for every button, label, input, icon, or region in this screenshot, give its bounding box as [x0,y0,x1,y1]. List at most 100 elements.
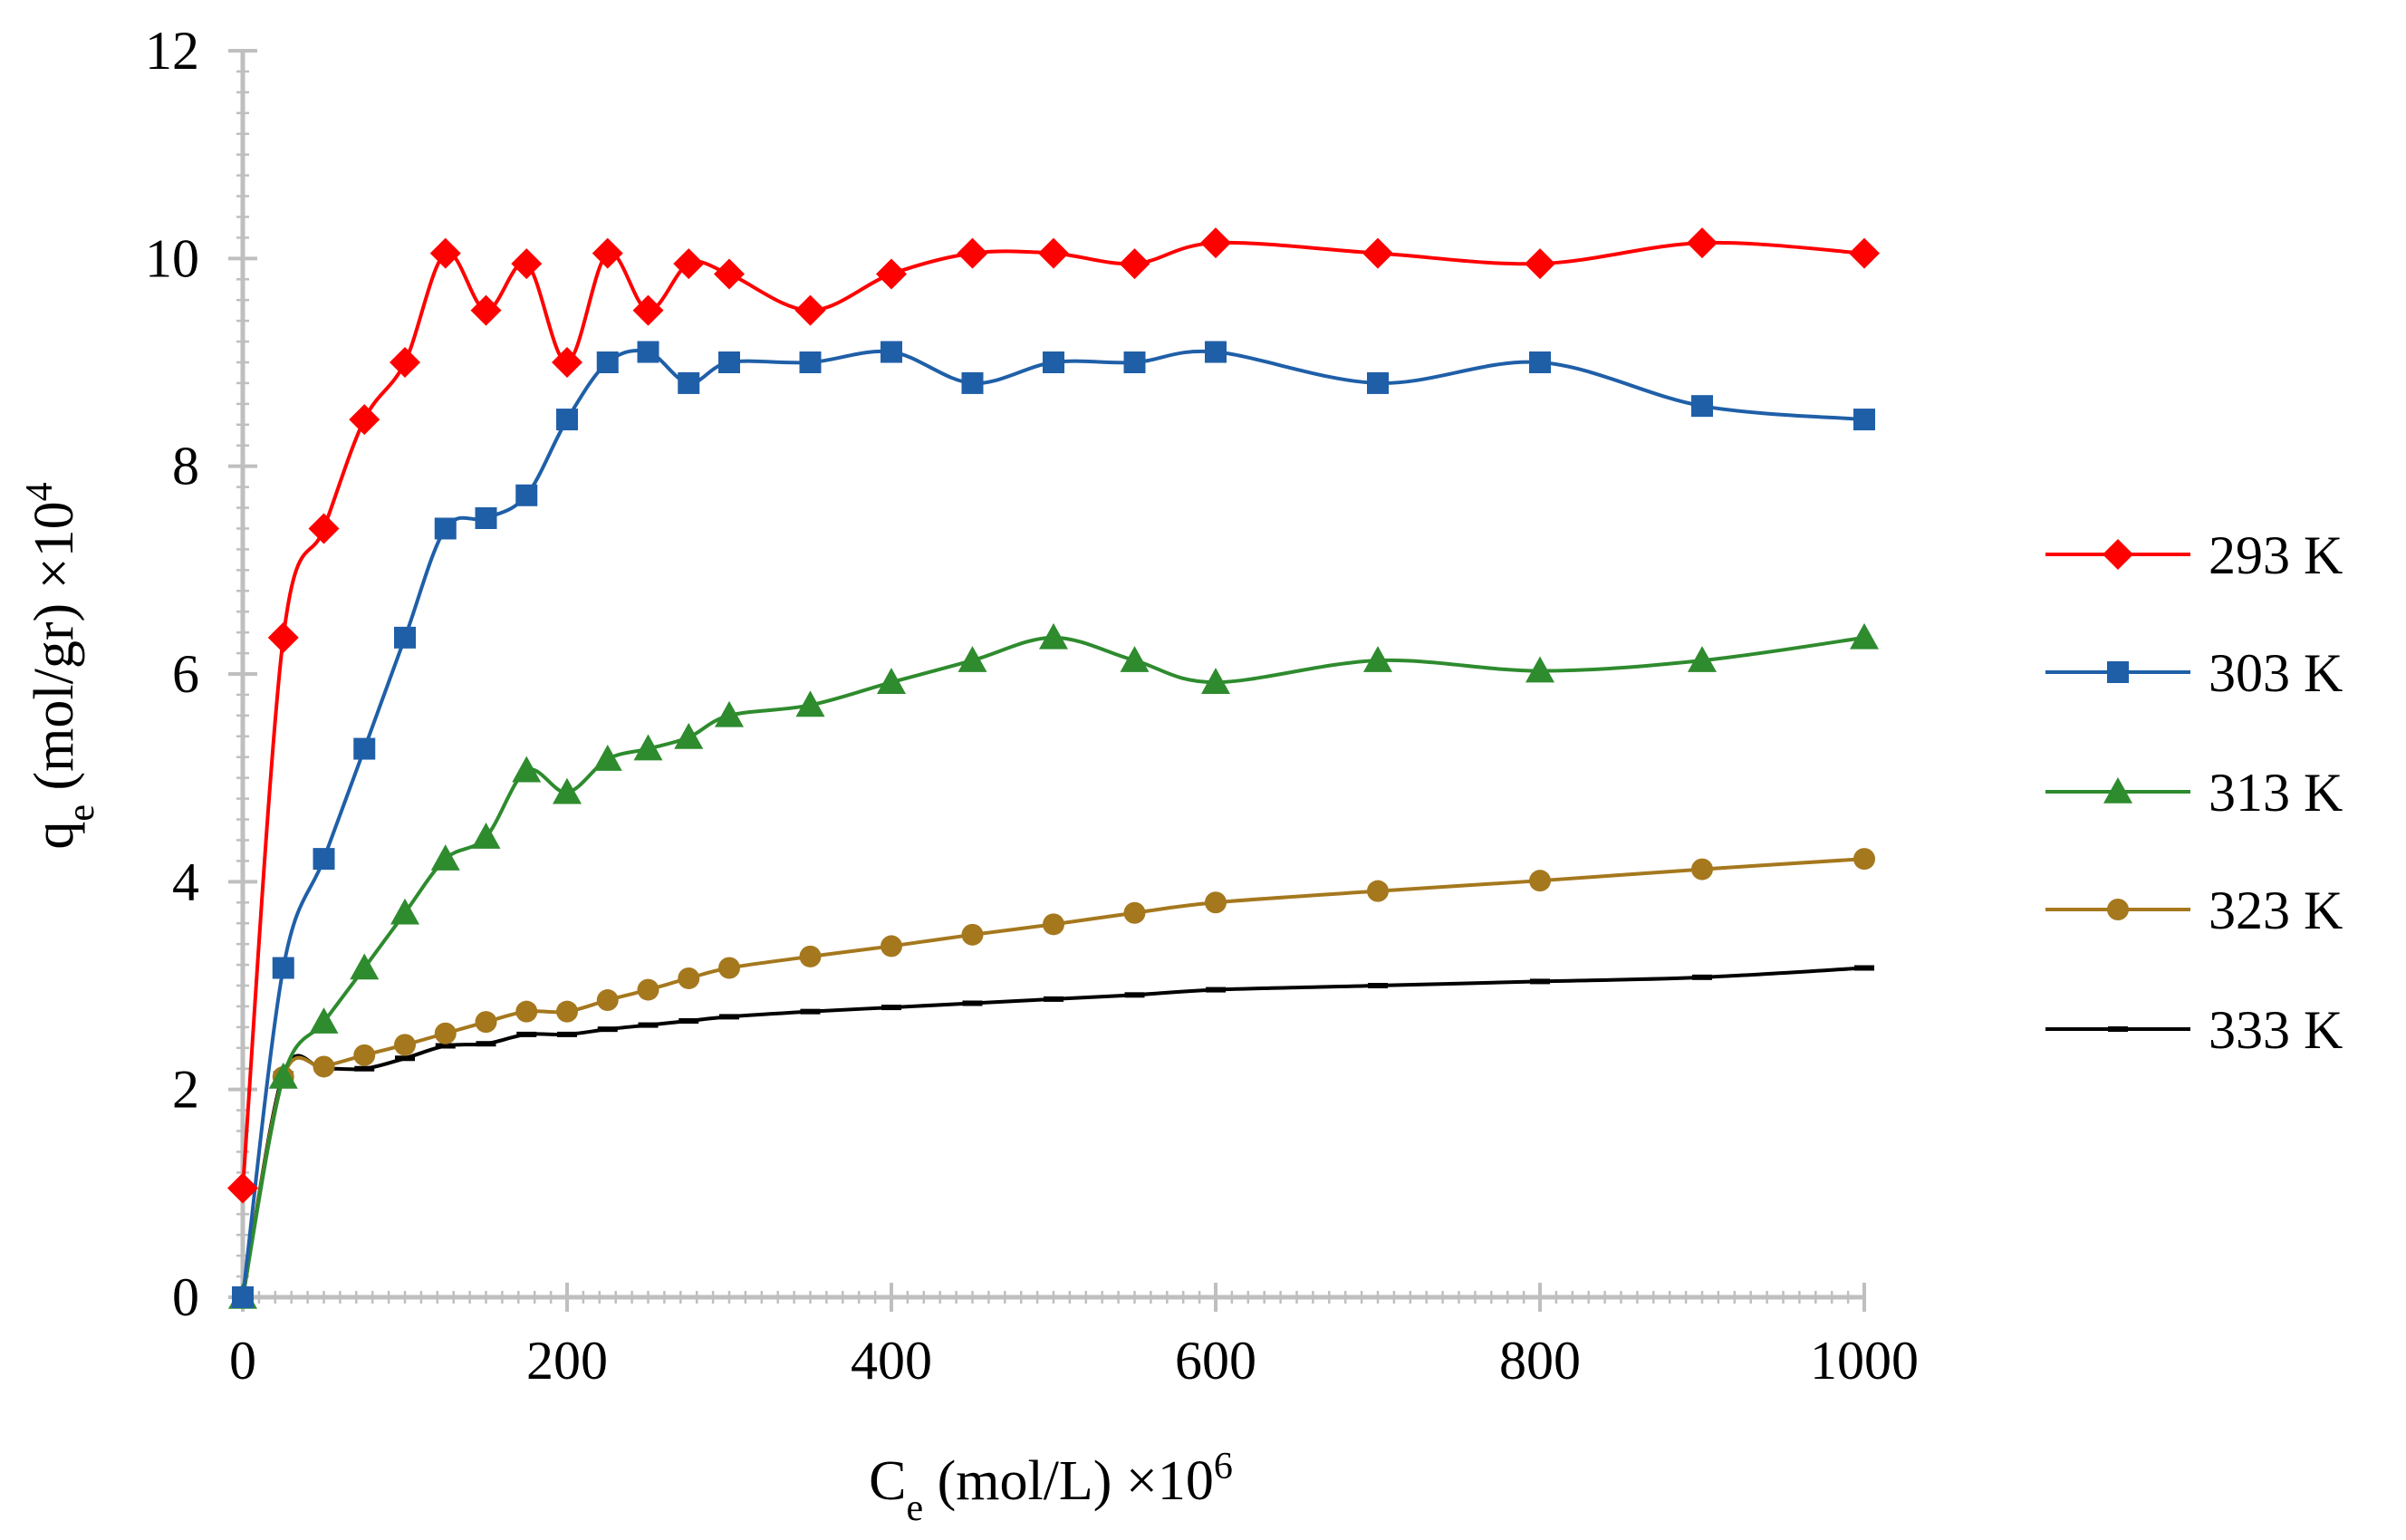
legend-label: 323 K [2209,881,2343,940]
data-point-303-k [596,351,619,373]
data-point-333-k [1368,983,1388,988]
data-point-293-k [673,248,705,280]
x-tick-label: 1000 [1810,1331,1919,1391]
legend-item-313-k: 313 K [2045,763,2343,823]
data-point-323-k [1205,891,1227,914]
y-tick-label: 4 [172,852,199,911]
data-point-333-k [962,1000,983,1006]
data-point-303-k [1123,351,1146,373]
data-point-303-k [394,626,416,649]
data-point-333-k [1124,992,1145,998]
data-point-293-k [429,237,461,269]
data-point-293-k [308,513,340,544]
data-point-303-k [678,371,700,394]
data-point-313-k [553,777,582,804]
data-point-303-k [272,957,294,979]
legend-item-333-k: 333 K [2045,1000,2343,1060]
data-point-303-k [232,1286,254,1308]
series-333-k [233,965,1874,1300]
data-point-303-k [799,351,822,373]
y-tick-label: 10 [145,228,199,288]
x-tick-label: 0 [229,1331,256,1391]
data-point-303-k [515,484,538,506]
series-313-k [228,622,1879,1309]
data-point-303-k [881,341,902,363]
data-point-313-k [633,734,663,761]
data-point-323-k [718,957,740,979]
data-point-313-k [268,1062,298,1089]
data-point-333-k [800,1008,821,1015]
data-point-293-k [592,237,623,269]
legend-label: 293 K [2209,525,2343,585]
data-point-333-k [516,1031,537,1037]
data-point-333-k [638,1022,659,1028]
data-point-323-k [678,967,700,989]
data-point-313-k [877,668,906,694]
data-point-293-k [876,258,907,290]
data-point-293-k [511,248,543,280]
y-tick-label: 6 [172,644,199,704]
data-point-323-k [1853,848,1875,871]
data-point-323-k [1123,901,1146,924]
data-point-303-k [637,341,659,363]
data-point-293-k [470,294,502,326]
axes [228,49,1866,1312]
data-point-313-k [1201,668,1230,694]
data-point-303-k [434,517,457,540]
data-point-293-k [267,621,299,653]
data-point-313-k [1525,656,1554,683]
data-point-323-k [556,1000,578,1023]
data-point-313-k [1039,622,1068,650]
data-point-293-k [1525,248,1555,280]
series-layer [227,227,1880,1309]
data-point-303-k [313,848,335,871]
data-point-313-k [592,745,622,771]
data-point-293-k [957,237,988,269]
data-point-323-k [799,945,822,967]
data-point-313-k [471,823,501,849]
data-point-333-k [719,1014,739,1020]
series-line-293-k [241,240,1865,1189]
data-point-313-k [674,722,704,749]
data-point-313-k [1850,622,1879,650]
data-point-323-k [394,1034,416,1056]
series-323-k [232,848,1875,1308]
data-point-333-k [354,1065,375,1072]
y-tick-label: 0 [172,1267,199,1327]
data-point-333-k [678,1017,699,1024]
data-point-293-k [632,294,664,326]
y-axis-title: qe (mol/gr) ×104 [19,482,102,849]
data-point-303-k [353,737,376,760]
data-point-333-k [1044,996,1063,1002]
x-tick-label: 800 [1499,1331,1581,1391]
data-point-323-k [881,935,902,958]
data-point-293-k [1687,227,1718,259]
data-point-303-k [961,371,984,394]
data-point-293-k [1362,237,1393,269]
legend-item-293-k: 293 K [2045,525,2343,585]
data-point-293-k [552,347,582,378]
legend-item-303-k: 303 K [2045,643,2343,703]
data-point-303-k [1691,395,1713,418]
data-point-303-k [556,409,578,431]
x-tick-label: 600 [1175,1331,1256,1391]
data-point-323-k [475,1011,497,1034]
data-point-293-k [714,258,745,290]
data-point-333-k [881,1005,901,1011]
legend-marker [2103,539,2133,570]
data-point-323-k [961,923,984,946]
data-point-323-k [434,1022,457,1044]
data-point-333-k [557,1031,577,1037]
data-point-313-k [1120,646,1150,672]
data-point-323-k [313,1055,335,1078]
data-point-293-k [1119,248,1150,280]
legend-marker [2108,1026,2128,1032]
legend-label: 303 K [2209,643,2343,703]
series-303-k [232,341,1875,1308]
data-point-293-k [1038,237,1069,269]
y-tick-label: 2 [172,1060,199,1120]
data-point-333-k [395,1055,415,1062]
legend-marker [2103,777,2132,804]
data-point-303-k [1043,351,1064,373]
